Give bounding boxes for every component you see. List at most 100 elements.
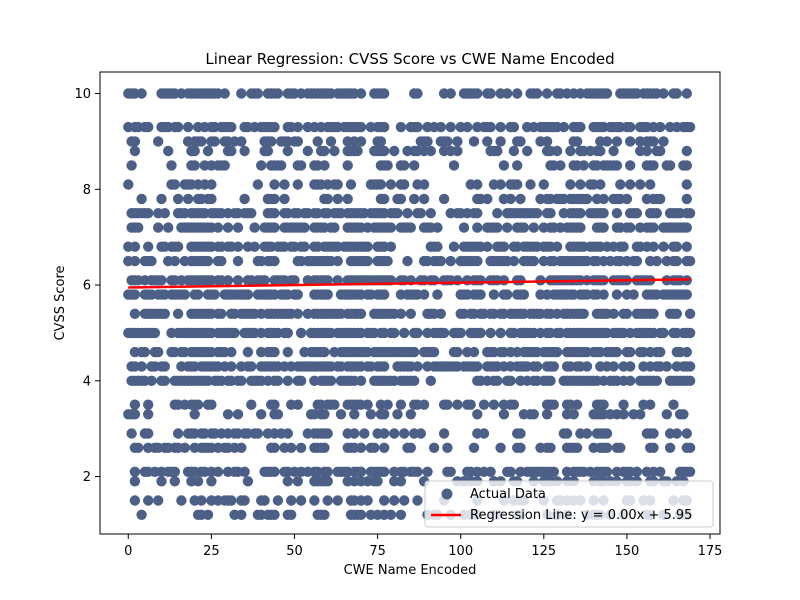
data-point [279,179,290,190]
data-point [635,409,646,420]
x-tick-label: 75 [369,544,386,559]
data-point [242,476,254,487]
data-point [495,136,506,147]
data-point [515,193,526,205]
data-point [385,222,397,233]
data-point [508,255,520,267]
data-point [472,409,483,420]
data-point [372,476,383,487]
data-point [648,160,659,171]
data-point [442,399,453,410]
data-point [532,208,543,219]
data-point [269,179,280,190]
data-point [382,160,393,171]
data-point [611,289,623,300]
data-point [129,399,141,410]
x-tick-label: 25 [203,544,220,559]
data-point [442,442,453,453]
data-point [482,241,493,252]
data-point [222,409,234,420]
data-point [176,495,187,506]
data-point [485,466,496,477]
data-point [628,289,639,300]
data-point [405,308,416,319]
data-point [269,399,280,410]
data-point [192,289,204,300]
data-point [402,208,413,219]
data-point [548,361,559,372]
data-point [236,136,247,147]
data-point [565,179,576,190]
data-point [578,308,589,319]
data-point [252,88,264,99]
data-point [505,375,516,386]
data-point [512,179,523,190]
data-point [322,428,333,439]
data-point [611,136,623,147]
data-point [355,375,367,386]
data-point [385,241,397,252]
regression-line [128,278,691,289]
data-point [458,222,470,233]
data-point [332,179,343,190]
x-tick-label: 125 [531,544,556,559]
data-point [269,466,280,477]
data-point [282,327,293,339]
data-point [568,409,579,420]
x-tick-label: 150 [615,544,640,559]
y-tick-label: 2 [83,470,91,485]
data-point [385,179,397,190]
data-point [269,222,280,233]
data-point [575,179,586,190]
data-point [182,121,194,133]
data-point [475,275,486,286]
y-tick-label: 10 [74,87,91,102]
data-point [342,193,353,205]
data-point [495,121,506,133]
data-point [269,193,280,205]
data-point [452,145,463,157]
data-point [282,476,293,487]
data-point [143,495,154,506]
data-point [645,399,656,410]
data-point [189,409,200,420]
data-point [379,88,390,99]
data-point [472,255,483,267]
data-point [625,361,636,372]
data-point [655,121,666,133]
data-point [508,145,520,157]
data-point [236,88,247,99]
data-point [172,308,184,319]
data-point [355,88,367,99]
data-point [222,275,234,286]
data-point [352,145,363,157]
data-point [153,136,164,147]
data-point [209,289,220,300]
data-point [322,275,333,286]
data-point [322,476,333,487]
data-point [615,442,626,453]
data-point [681,179,692,190]
data-point [522,145,533,157]
data-point [379,289,390,300]
data-point [226,121,237,133]
data-point [206,179,217,190]
data-point [525,179,536,190]
data-point [415,208,426,219]
data-point [335,409,347,420]
data-point [551,145,563,157]
data-point [432,222,443,233]
data-point [399,495,410,506]
data-point [395,308,407,319]
data-point [236,442,247,453]
data-point [172,193,184,205]
data-point [528,222,539,233]
data-point [448,241,460,252]
data-point [618,409,629,420]
data-point [611,346,623,358]
data-point [532,88,543,99]
data-point [269,509,280,520]
data-point [269,346,280,358]
data-point [601,428,613,439]
